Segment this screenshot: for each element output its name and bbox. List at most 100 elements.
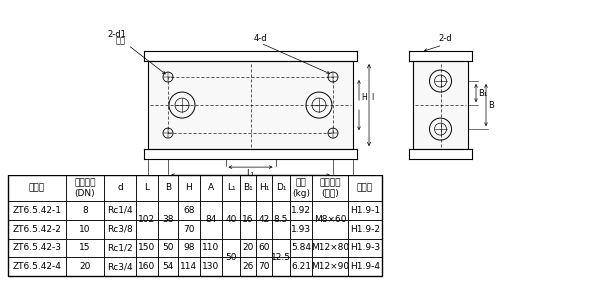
Bar xyxy=(290,239,312,257)
Bar xyxy=(256,220,272,239)
Text: 通孔: 通孔 xyxy=(116,36,126,45)
Text: 公称通径
(DN): 公称通径 (DN) xyxy=(74,178,96,198)
Bar xyxy=(348,257,382,276)
Text: 50: 50 xyxy=(225,253,237,262)
Bar xyxy=(240,201,256,220)
Bar xyxy=(272,239,290,257)
Text: H1.9-2: H1.9-2 xyxy=(350,225,380,234)
Bar xyxy=(66,201,104,220)
Text: 110: 110 xyxy=(202,243,220,252)
Text: 38: 38 xyxy=(162,215,174,224)
Text: 8.5: 8.5 xyxy=(274,215,288,224)
Bar xyxy=(240,175,256,201)
Bar xyxy=(272,220,290,239)
Bar xyxy=(348,175,382,201)
Text: 160: 160 xyxy=(139,262,156,271)
Bar xyxy=(312,257,348,276)
Bar xyxy=(178,257,200,276)
Text: 54: 54 xyxy=(162,262,174,271)
Bar xyxy=(222,257,240,276)
Bar xyxy=(290,257,312,276)
Text: 50: 50 xyxy=(162,243,174,252)
Text: H: H xyxy=(361,93,367,102)
Text: A: A xyxy=(248,177,253,186)
Text: H: H xyxy=(186,183,192,192)
Text: Rc3/4: Rc3/4 xyxy=(107,262,133,271)
Text: H1.9-1: H1.9-1 xyxy=(350,206,380,215)
Text: H₁: H₁ xyxy=(259,183,269,192)
Bar xyxy=(240,220,256,239)
Text: 10: 10 xyxy=(79,225,91,234)
Text: Rc3/8: Rc3/8 xyxy=(107,225,133,234)
Text: 70: 70 xyxy=(259,262,270,271)
Text: A: A xyxy=(208,183,214,192)
Text: M8×60: M8×60 xyxy=(314,215,346,224)
Bar xyxy=(413,61,468,149)
Text: 订货号: 订货号 xyxy=(29,183,45,192)
Text: 60: 60 xyxy=(259,243,270,252)
Bar xyxy=(312,201,348,220)
Text: 98: 98 xyxy=(183,243,195,252)
Text: 2-d1: 2-d1 xyxy=(107,30,126,39)
Text: 114: 114 xyxy=(180,262,198,271)
Text: Rc1/2: Rc1/2 xyxy=(107,243,133,252)
Bar xyxy=(290,201,312,220)
Text: I: I xyxy=(371,93,373,102)
Bar xyxy=(256,257,272,276)
Text: 20: 20 xyxy=(242,243,254,252)
Text: ZT6.5.42-4: ZT6.5.42-4 xyxy=(13,262,61,271)
Bar xyxy=(158,257,178,276)
Text: 1.93: 1.93 xyxy=(291,225,311,234)
Text: L: L xyxy=(248,185,253,194)
Text: 40: 40 xyxy=(225,215,236,224)
Text: H1.9-3: H1.9-3 xyxy=(350,243,380,252)
Bar xyxy=(222,220,240,239)
Text: B₁: B₁ xyxy=(243,183,253,192)
Text: D₁: D₁ xyxy=(276,183,286,192)
Text: 68: 68 xyxy=(183,206,195,215)
Bar xyxy=(66,175,104,201)
Text: 5.84: 5.84 xyxy=(291,243,311,252)
Bar xyxy=(158,239,178,257)
Text: M12×90: M12×90 xyxy=(311,262,349,271)
Bar xyxy=(66,239,104,257)
Bar xyxy=(8,201,66,220)
Text: 4-d: 4-d xyxy=(254,34,267,43)
Bar xyxy=(136,175,158,201)
Text: ZT6.5.42-2: ZT6.5.42-2 xyxy=(13,225,61,234)
Bar xyxy=(178,239,200,257)
Text: 42: 42 xyxy=(259,215,270,224)
Bar xyxy=(8,257,66,276)
Bar xyxy=(104,239,136,257)
Bar xyxy=(158,201,178,220)
Bar xyxy=(200,220,222,239)
Bar xyxy=(104,175,136,201)
Text: B: B xyxy=(165,183,171,192)
Bar xyxy=(272,175,290,201)
Bar xyxy=(158,220,178,239)
Bar xyxy=(8,175,382,276)
Text: 1.92: 1.92 xyxy=(291,206,311,215)
Bar xyxy=(178,220,200,239)
Text: 84: 84 xyxy=(205,215,217,224)
Text: B₁: B₁ xyxy=(478,88,487,98)
Text: 重量
(kg): 重量 (kg) xyxy=(292,178,310,198)
Bar xyxy=(222,201,240,220)
Bar xyxy=(136,201,158,220)
Bar xyxy=(290,220,312,239)
Text: 8: 8 xyxy=(82,206,88,215)
Bar xyxy=(178,201,200,220)
Bar xyxy=(240,257,256,276)
Bar xyxy=(178,175,200,201)
Text: 102: 102 xyxy=(139,215,156,224)
Text: 对应号: 对应号 xyxy=(357,183,373,192)
Text: H1.9-4: H1.9-4 xyxy=(350,262,380,271)
Bar xyxy=(348,239,382,257)
Bar xyxy=(66,220,104,239)
Text: ZT6.5.42-3: ZT6.5.42-3 xyxy=(13,243,61,252)
Bar xyxy=(290,175,312,201)
Bar xyxy=(168,77,333,133)
Bar xyxy=(222,175,240,201)
Bar xyxy=(104,257,136,276)
Bar xyxy=(136,239,158,257)
